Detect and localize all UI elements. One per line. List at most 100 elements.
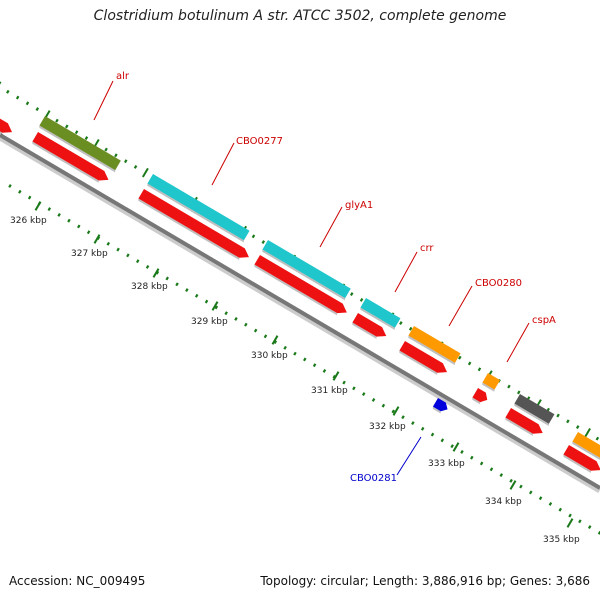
gene-bar-unnamed[interactable] [513,394,555,426]
gene-label-crr[interactable]: crr [420,243,434,254]
rna-arrow-cbo0281[interactable] [432,398,450,415]
cds-arrow-cspa[interactable] [471,388,490,406]
outer-tick [507,384,511,389]
scale-tick [86,230,91,235]
scale-tick [293,351,297,356]
scale-tick [47,207,52,212]
scale-tick [8,184,12,188]
outer-tick [566,419,570,424]
scale-label-332: 332 kbp [369,422,406,432]
outer-tick [458,355,462,360]
cds-arrow-cbo0277[interactable] [137,189,251,264]
gene-label-glya1[interactable]: glyA1 [345,200,373,211]
gene-label-cbo0280[interactable]: CBO0280 [475,278,522,289]
scale-tick [528,490,533,495]
scale-major-tick [566,518,574,528]
gene-bar-edge[interactable] [571,432,600,464]
scale-tick [175,282,179,287]
outer-tick [15,95,20,100]
scale-tick [126,253,130,258]
scale-major-tick [211,301,219,311]
gene-label-cbo0281[interactable]: CBO0281 [350,473,397,484]
scale-label-330: 330 kbp [251,351,288,361]
scale-tick [361,392,366,397]
gene-bar-crr[interactable] [359,298,401,330]
scale-tick [312,363,317,368]
outer-tick [104,147,108,152]
gene-label-cspa[interactable]: cspA [532,315,556,326]
gene-label-alr[interactable]: alr [116,71,130,82]
gene-bar-alr[interactable] [38,116,121,173]
scale-tick [322,369,327,373]
scale-tick [342,380,346,385]
scale-major-tick [152,268,160,278]
scale-tick [401,415,405,420]
scale-tick [57,212,61,217]
scale-label-327: 327 kbp [71,249,108,259]
scale-tick [509,478,513,483]
scale-tick [381,403,386,408]
cds-arrow-crr[interactable] [351,313,389,342]
outer-tick [477,367,482,372]
scale-tick [155,270,160,275]
gene-bar-cbo0277[interactable] [146,174,250,243]
cds-arrow-unnamed[interactable] [504,408,545,439]
gene-features [0,101,600,476]
outer-tick [556,413,560,418]
scale-major-tick [271,335,279,345]
scale-label-331: 331 kbp [311,386,348,396]
label-leader-cspa [506,322,530,363]
scale-tick [430,432,435,437]
outer-tick [261,240,266,245]
scale-tick [578,519,582,524]
scale-label-328: 328 kbp [131,282,168,292]
label-leader-cbo0281 [396,436,422,476]
scale-tick [391,409,395,414]
scale-tick-track [8,184,600,535]
label-leader-cbo0277 [211,142,235,186]
scale-tick [283,345,287,350]
outer-tick [359,297,364,302]
scale-tick [135,259,140,264]
cds-arrow-cbo0280[interactable] [398,341,449,379]
scale-tick [18,189,22,194]
gene-label-cbo0277[interactable]: CBO0277 [236,136,283,147]
cds-arrow-alr[interactable] [31,132,111,186]
scale-tick [548,502,553,506]
cds-arrow-edge[interactable] [0,101,15,139]
scale-tick [185,288,189,292]
cds-arrow-glya1[interactable] [253,255,349,319]
outer-tick [399,321,403,325]
scale-tick [538,496,543,501]
scale-tick [253,328,258,333]
label-leader-cbo0280 [448,285,473,327]
gene-bar-cspa[interactable] [481,373,501,392]
label-leader-alr [93,80,114,121]
scale-tick [27,195,32,200]
scale-tick [234,317,238,321]
outer-tick [467,361,472,366]
outer-tick [123,159,128,164]
scale-tick [303,357,307,362]
scale-tick [450,444,454,449]
outer-tick [0,81,2,85]
gene-bar-cbo0280[interactable] [407,326,461,366]
scale-label-335: 335 kbp [543,535,580,545]
scale-label-326: 326 kbp [10,216,47,226]
outer-tick [141,167,149,178]
scale-tick [352,386,356,391]
outer-tick [84,136,89,140]
scale-tick [460,449,464,454]
gene-bar-glya1[interactable] [261,240,351,301]
accession-text: Accession: NC_009495 [9,574,146,588]
outer-tick [133,164,138,169]
scale-major-tick [452,442,460,452]
outer-tick [251,234,256,239]
scale-tick [263,334,268,339]
scale-tick [165,276,169,281]
cds-arrow-edge-right[interactable] [562,445,600,476]
scale-tick [440,438,445,443]
scale-tick [77,224,81,229]
